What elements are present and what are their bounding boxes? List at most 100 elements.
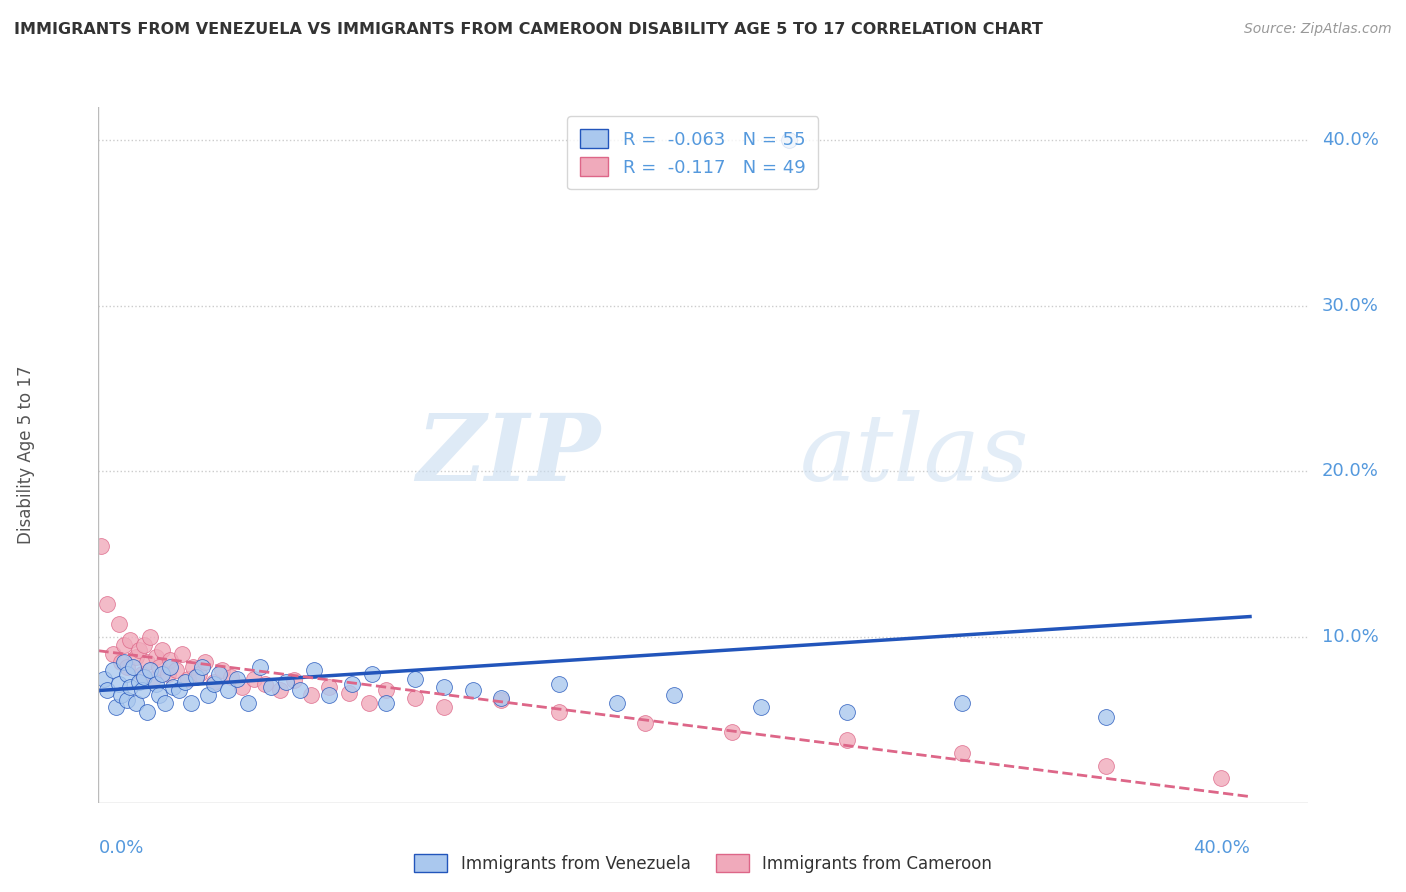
Point [180, 697, 202, 711]
Point [139, 630, 162, 644]
Point [153, 697, 176, 711]
Point [120, 633, 142, 648]
Point [107, 676, 129, 690]
Point [318, 680, 340, 694]
Point [269, 683, 291, 698]
Legend: Immigrants from Venezuela, Immigrants from Cameroon: Immigrants from Venezuela, Immigrants fr… [408, 847, 998, 880]
Point [202, 676, 225, 690]
Point [136, 705, 159, 719]
Point [225, 672, 247, 686]
Point [134, 670, 156, 684]
Point [162, 680, 184, 694]
Point [548, 705, 571, 719]
Point [125, 697, 148, 711]
Text: IMMIGRANTS FROM VENEZUELA VS IMMIGRANTS FROM CAMEROON DISABILITY AGE 5 TO 17 COR: IMMIGRANTS FROM VENEZUELA VS IMMIGRANTS … [14, 22, 1043, 37]
Point [404, 672, 426, 686]
Point [404, 691, 426, 706]
Point [304, 663, 326, 677]
Point [231, 680, 253, 694]
Point [125, 650, 148, 665]
Point [115, 693, 138, 707]
Point [136, 655, 159, 669]
Text: Disability Age 5 to 17: Disability Age 5 to 17 [17, 366, 35, 544]
Point [134, 639, 156, 653]
Point [720, 724, 742, 739]
Point [110, 655, 132, 669]
Point [337, 686, 360, 700]
Point [194, 655, 217, 669]
Point [120, 680, 142, 694]
Point [173, 674, 195, 689]
Point [156, 666, 179, 681]
Point [1095, 709, 1118, 723]
Point [202, 674, 225, 689]
Point [1211, 771, 1233, 785]
Point [150, 666, 173, 681]
Text: Source: ZipAtlas.com: Source: ZipAtlas.com [1244, 22, 1392, 37]
Point [101, 663, 124, 677]
Text: 40.0%: 40.0% [1322, 131, 1379, 149]
Text: 10.0%: 10.0% [1322, 628, 1379, 646]
Point [243, 672, 266, 686]
Point [104, 699, 127, 714]
Point [835, 705, 858, 719]
Point [375, 697, 398, 711]
Text: 30.0%: 30.0% [1322, 297, 1379, 315]
Point [90, 539, 112, 553]
Point [145, 650, 167, 665]
Text: 20.0%: 20.0% [1322, 462, 1379, 481]
Point [950, 746, 973, 760]
Point [1095, 759, 1118, 773]
Point [749, 699, 772, 714]
Point [274, 674, 297, 689]
Point [606, 697, 628, 711]
Point [115, 666, 138, 681]
Point [122, 660, 145, 674]
Point [260, 680, 283, 694]
Point [150, 643, 173, 657]
Point [107, 616, 129, 631]
Point [148, 688, 170, 702]
Point [491, 691, 513, 706]
Point [433, 680, 456, 694]
Point [131, 666, 153, 681]
Point [96, 597, 118, 611]
Point [191, 660, 214, 674]
Point [101, 647, 124, 661]
Point [283, 673, 305, 688]
Point [548, 676, 571, 690]
Point [112, 639, 135, 653]
Point [128, 674, 150, 689]
Point [159, 653, 181, 667]
Point [167, 683, 190, 698]
Point [165, 663, 187, 677]
Point [170, 647, 193, 661]
Point [142, 672, 165, 686]
Point [128, 643, 150, 657]
Point [249, 660, 271, 674]
Point [217, 683, 239, 698]
Point [433, 699, 456, 714]
Point [131, 683, 153, 698]
Point [112, 655, 135, 669]
Point [183, 660, 205, 674]
Point [93, 672, 115, 686]
Point [110, 688, 132, 702]
Point [835, 732, 858, 747]
Point [318, 688, 340, 702]
Point [375, 683, 398, 698]
Point [288, 683, 311, 698]
Point [219, 670, 242, 684]
Point [211, 663, 233, 677]
Point [208, 666, 231, 681]
Text: atlas: atlas [800, 410, 1029, 500]
Text: 0.0%: 0.0% [98, 839, 143, 857]
Point [96, 683, 118, 698]
Point [778, 133, 800, 147]
Text: ZIP: ZIP [416, 410, 600, 500]
Point [148, 660, 170, 674]
Point [254, 676, 277, 690]
Point [236, 697, 259, 711]
Point [634, 716, 657, 731]
Point [145, 676, 167, 690]
